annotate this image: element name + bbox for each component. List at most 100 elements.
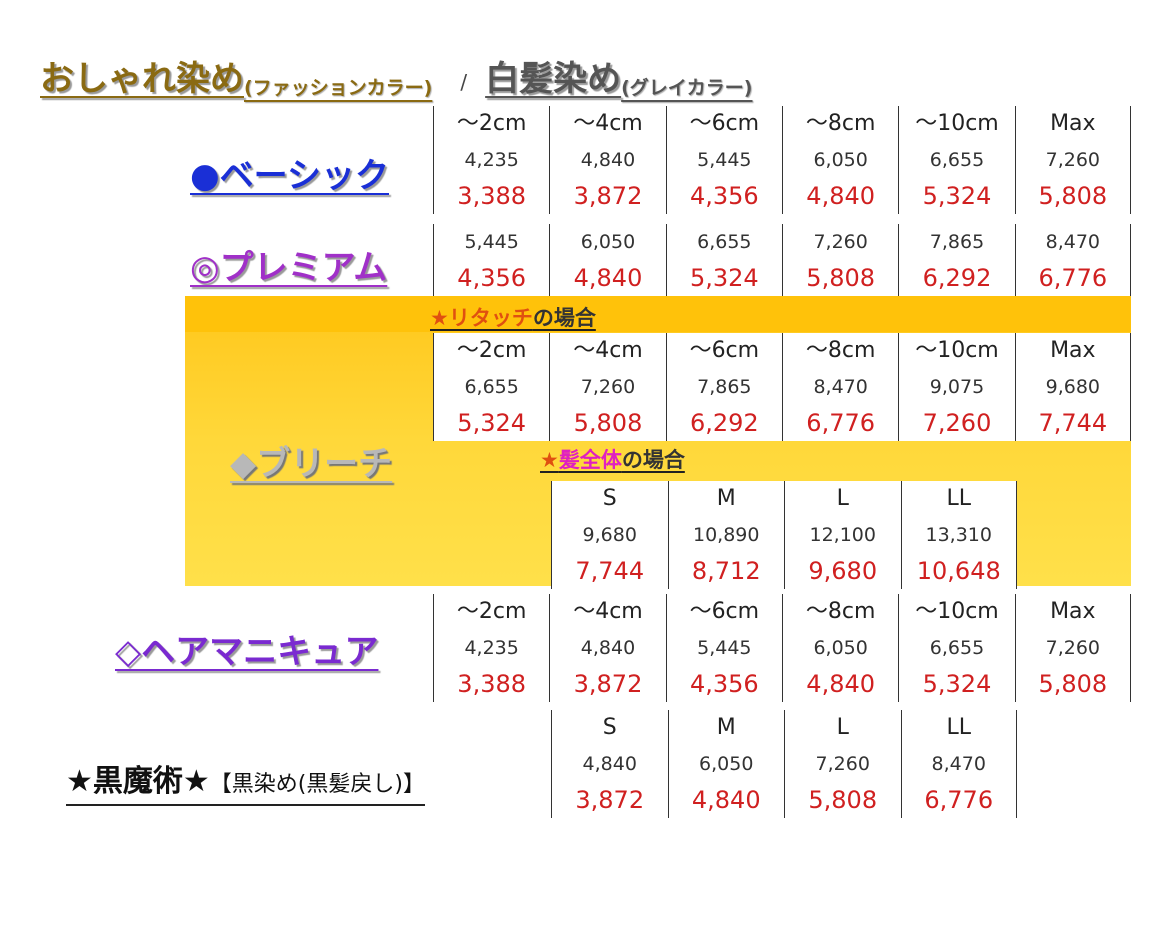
regular-price: 13,310	[925, 524, 992, 546]
discount-price: 3,872	[575, 786, 645, 814]
discount-price: 5,808	[806, 264, 876, 292]
length-header: ～8cm	[805, 338, 876, 363]
price-column: Max 7,260 5,808	[1014, 594, 1131, 702]
price-column: ～6cm 5,445 4,356	[665, 106, 782, 214]
length-header: ～4cm	[573, 338, 643, 363]
discount-price: 6,776	[1038, 264, 1108, 292]
length-header: Max	[1050, 338, 1096, 363]
price-column: ～2cm 6,655 5,324	[433, 333, 549, 441]
length-header: ～6cm	[689, 599, 760, 624]
length-header: Max	[1050, 111, 1096, 136]
length-header: L	[836, 486, 849, 511]
black-dye-heading: ★黒魔術★【黒染め(黒髪戻し)】	[66, 756, 425, 806]
regular-price: 7,865	[929, 231, 985, 253]
length-header: LL	[946, 715, 971, 740]
regular-price: 7,260	[815, 753, 870, 775]
price-column: ～10cm 9,075 7,260	[898, 333, 1014, 441]
regular-price: 7,260	[813, 231, 868, 253]
discount-price: 10,648	[916, 557, 1001, 585]
discount-price: 6,292	[922, 264, 992, 292]
regular-price: 12,100	[809, 524, 876, 546]
regular-price: 9,680	[1045, 376, 1101, 398]
price-column: S 4,840 3,872	[551, 710, 668, 818]
bleach-whole-table: S 9,680 7,744 M 10,890 8,712 L 12,100 9,680 LL 13,…	[551, 481, 1017, 589]
gray-color-title: 白髪染め	[485, 59, 622, 99]
basic-label: ●ベーシック	[190, 156, 389, 196]
regular-price: 7,260	[1045, 637, 1101, 659]
length-header: M	[716, 486, 736, 511]
price-column: ～2cm 4,235 3,388	[433, 594, 549, 702]
discount-price: 4,840	[573, 264, 643, 292]
regular-price: 6,050	[699, 753, 754, 775]
price-column: Max 9,680 7,744	[1014, 333, 1131, 441]
discount-price: 6,776	[806, 409, 876, 437]
length-header: ～10cm	[915, 111, 999, 136]
price-column: LL 8,470 6,776	[900, 710, 1017, 818]
discount-price: 4,356	[689, 182, 759, 210]
retouch-heading: ★リタッチの場合	[430, 302, 596, 332]
regular-price: 9,075	[929, 376, 985, 398]
length-header: ～8cm	[805, 599, 876, 624]
discount-price: 8,712	[691, 557, 761, 585]
length-header: ～2cm	[456, 111, 527, 136]
discount-price: 5,324	[922, 182, 992, 210]
price-column: S 9,680 7,744	[551, 481, 668, 589]
price-column: 6,050 4,840	[549, 224, 665, 296]
discount-price: 3,388	[457, 670, 527, 698]
regular-price: 4,235	[464, 149, 519, 171]
retouch-case-label: の場合	[532, 306, 596, 330]
regular-price: 6,050	[813, 149, 868, 171]
fashion-color-title: おしゃれ染め	[40, 59, 244, 99]
discount-price: 4,356	[689, 670, 759, 698]
length-header: L	[836, 715, 849, 740]
regular-price: 6,655	[697, 231, 752, 253]
price-column: 8,470 6,776	[1014, 224, 1131, 296]
discount-price: 4,840	[691, 786, 761, 814]
length-header: ～2cm	[456, 338, 527, 363]
discount-price: 7,744	[575, 557, 645, 585]
price-column: 6,655 5,324	[665, 224, 782, 296]
black-magic-label: ★黒魔術★	[66, 764, 210, 799]
discount-price: 3,872	[573, 182, 643, 210]
length-header: ～10cm	[915, 599, 999, 624]
price-column: ～6cm 7,865 6,292	[665, 333, 782, 441]
regular-price: 10,890	[693, 524, 760, 546]
discount-price: 6,292	[689, 409, 759, 437]
header-separator: /	[460, 70, 468, 94]
discount-price: 5,324	[457, 409, 527, 437]
discount-price: 5,808	[1038, 182, 1108, 210]
price-column: ～8cm 8,470 6,776	[782, 333, 898, 441]
regular-price: 4,840	[580, 637, 636, 659]
price-column: Max 7,260 5,808	[1014, 106, 1131, 214]
gray-color-subtitle: (グレイカラー)	[621, 77, 753, 99]
discount-price: 5,324	[689, 264, 759, 292]
discount-price: 4,840	[806, 182, 876, 210]
bleach-label: ◆ブリーチ	[230, 444, 393, 484]
discount-price: 5,808	[808, 786, 878, 814]
retouch-star-label: ★リタッチ	[430, 306, 533, 330]
length-header: ～6cm	[689, 338, 760, 363]
black-dye-price-table: S 4,840 3,872 M 6,050 4,840 L 7,260 5,808 LL 8,470…	[551, 710, 1017, 818]
price-column: L 12,100 9,680	[784, 481, 901, 589]
fashion-color-subtitle: (ファッションカラー)	[244, 77, 433, 99]
whole-hair-heading: ★髪全体の場合	[540, 444, 685, 474]
regular-price: 4,840	[580, 149, 636, 171]
regular-price: 7,865	[697, 376, 752, 398]
length-header: ～4cm	[573, 111, 643, 136]
regular-price: 4,235	[464, 637, 519, 659]
regular-price: 5,445	[464, 231, 519, 253]
regular-price: 6,050	[580, 231, 636, 253]
price-column: L 7,260 5,808	[784, 710, 901, 818]
discount-price: 5,324	[922, 670, 992, 698]
regular-price: 8,470	[813, 376, 868, 398]
regular-price: 5,445	[697, 637, 752, 659]
price-column: ～4cm 4,840 3,872	[549, 106, 665, 214]
price-column: LL 13,310 10,648	[900, 481, 1017, 589]
price-column: 7,865 6,292	[898, 224, 1014, 296]
length-header: ～6cm	[689, 111, 760, 136]
regular-price: 6,655	[929, 149, 985, 171]
length-header: Max	[1050, 599, 1096, 624]
discount-price: 7,744	[1038, 409, 1108, 437]
length-header: LL	[946, 486, 971, 511]
discount-price: 4,356	[457, 264, 527, 292]
